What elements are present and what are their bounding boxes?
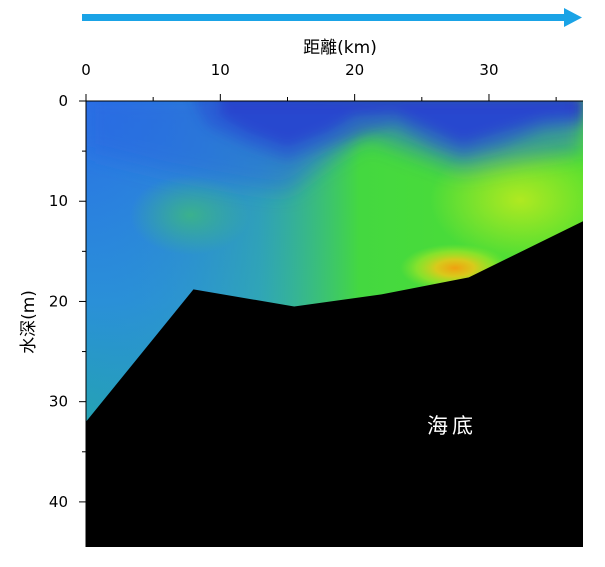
- x-tick-label: 0: [81, 61, 91, 79]
- x-tick-label: 30: [479, 61, 498, 79]
- y-tick-label: 40: [49, 493, 68, 511]
- y-ticks: 0 10 20 30 40: [49, 92, 86, 511]
- seabed-label: 海底: [427, 414, 477, 438]
- x-axis-title: 距離(km): [303, 38, 377, 58]
- x-tick-label: 20: [345, 61, 364, 79]
- x-tick-label: 10: [211, 61, 230, 79]
- y-tick-label: 0: [58, 92, 68, 110]
- surface-blue-transition: [86, 101, 583, 192]
- y-tick-label: 20: [49, 292, 68, 310]
- seabed-region: [86, 221, 583, 547]
- axes: [85, 100, 583, 547]
- y-axis-title: 水深(m): [19, 290, 39, 354]
- field-east-glow: [430, 140, 583, 260]
- y-tick-label: 30: [49, 393, 68, 411]
- field-mid-spot: [130, 175, 250, 255]
- y-tick-label: 10: [49, 192, 68, 210]
- direction-arrow: [82, 8, 582, 27]
- x-ticks: 0 10 20 30: [81, 61, 557, 101]
